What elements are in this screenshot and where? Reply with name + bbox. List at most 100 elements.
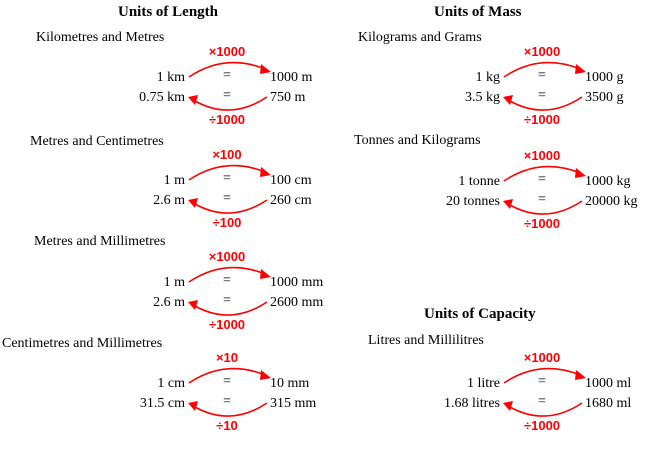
divide-arrow xyxy=(509,402,583,417)
conversion-arrows xyxy=(188,164,271,214)
divide-arrowhead xyxy=(188,198,198,208)
conversion-block: ×1000 1 kg = 1000 g 3.5 kg = 3500 g ÷1000 xyxy=(410,45,648,145)
divide-arrowhead xyxy=(503,199,513,209)
conversion-block: ×1000 1 litre = 1000 ml 1.68 litres = 1680 ml ÷… xyxy=(410,351,648,451)
right-value-row2: 750 m xyxy=(270,90,306,105)
left-value-row2: 0.75 km xyxy=(139,90,185,105)
multiply-arrow xyxy=(503,165,581,182)
right-value-row1: 1000 ml xyxy=(585,376,632,391)
right-value-row1: 1000 kg xyxy=(585,174,631,189)
multiply-arrow xyxy=(503,367,581,384)
multiply-arrow xyxy=(188,164,266,181)
multiply-arrowhead xyxy=(575,370,586,380)
multiply-arrowhead xyxy=(260,167,271,177)
left-value-row2: 3.5 kg xyxy=(465,90,500,105)
equals-sign: = xyxy=(223,88,231,103)
left-value-row1: 1 km xyxy=(156,70,185,85)
divide-label: ÷1000 xyxy=(208,317,246,332)
equals-sign: = xyxy=(538,88,546,103)
divide-arrow xyxy=(194,96,268,111)
divide-arrow xyxy=(194,199,268,214)
divide-arrow xyxy=(194,402,268,417)
divide-arrow xyxy=(509,96,583,111)
conversion-arrows xyxy=(503,165,586,215)
divide-label: ÷1000 xyxy=(523,112,561,127)
multiply-arrowhead xyxy=(575,168,586,178)
left-value-row2: 1.68 litres xyxy=(444,396,500,411)
conversion-name: Metres and Millimetres xyxy=(34,234,166,249)
divide-label: ÷1000 xyxy=(523,418,561,433)
equals-sign: = xyxy=(538,394,546,409)
conversion-block: ×10 1 cm = 10 mm 31.5 cm = 315 mm ÷10 xyxy=(95,351,425,451)
multiply-label: ×1000 xyxy=(523,148,561,163)
equals-sign: = xyxy=(223,191,231,206)
equals-sign: = xyxy=(538,68,546,83)
multiply-label: ×1000 xyxy=(523,350,561,365)
right-value-row1: 1000 m xyxy=(270,70,313,85)
multiply-label: ×1000 xyxy=(208,44,246,59)
right-value-row1: 1000 mm xyxy=(270,275,324,290)
right-value-row2: 1680 ml xyxy=(585,396,632,411)
conversion-block: ×1000 1 m = 1000 mm 2.6 m = 2600 mm ÷1000 xyxy=(95,250,425,350)
equals-sign: = xyxy=(223,293,231,308)
multiply-arrowhead xyxy=(260,64,271,74)
divide-arrowhead xyxy=(188,300,198,310)
conversion-name: Litres and Millilitres xyxy=(368,333,484,348)
right-value-row1: 100 cm xyxy=(270,173,312,188)
divide-arrow xyxy=(509,200,583,215)
divide-arrowhead xyxy=(503,401,513,411)
conversion-name: Centimetres and Millimetres xyxy=(2,336,163,351)
equals-sign: = xyxy=(538,172,546,187)
divide-arrowhead xyxy=(503,95,513,105)
conversion-arrows xyxy=(188,61,271,111)
multiply-arrow xyxy=(188,266,266,283)
equals-sign: = xyxy=(223,171,231,186)
divide-arrow xyxy=(194,301,268,316)
conversion-arrows xyxy=(188,367,271,417)
section-title-length: Units of Length xyxy=(118,4,219,20)
divide-arrowhead xyxy=(188,95,198,105)
left-value-row2: 2.6 m xyxy=(153,193,185,208)
conversion-name: Tonnes and Kilograms xyxy=(354,133,481,148)
equals-sign: = xyxy=(223,394,231,409)
multiply-arrowhead xyxy=(260,269,271,279)
equals-sign: = xyxy=(223,374,231,389)
right-value-row2: 3500 g xyxy=(585,90,624,105)
right-value-row2: 20000 kg xyxy=(585,194,638,209)
multiply-arrow xyxy=(503,61,581,78)
conversion-block: ×1000 1 tonne = 1000 kg 20 tonnes = 20000 kg ÷1… xyxy=(410,149,648,249)
equals-sign: = xyxy=(538,374,546,389)
left-value-row1: 1 cm xyxy=(157,376,185,391)
equals-sign: = xyxy=(538,192,546,207)
left-value-row1: 1 m xyxy=(163,173,185,188)
right-value-row2: 315 mm xyxy=(270,396,317,411)
left-value-row2: 31.5 cm xyxy=(139,396,185,411)
multiply-arrow xyxy=(188,61,266,78)
right-value-row1: 1000 g xyxy=(585,70,624,85)
left-value-row2: 2.6 m xyxy=(153,295,185,310)
divide-label: ÷10 xyxy=(216,418,238,433)
right-value-row2: 2600 mm xyxy=(270,295,324,310)
conversion-arrows xyxy=(503,61,586,111)
conversion-arrows xyxy=(503,367,586,417)
multiply-arrow xyxy=(188,367,266,384)
divide-label: ÷1000 xyxy=(523,216,561,231)
conversion-name: Metres and Centimetres xyxy=(30,134,164,149)
equals-sign: = xyxy=(223,68,231,83)
left-value-row1: 1 m xyxy=(163,275,185,290)
multiply-arrowhead xyxy=(260,370,271,380)
left-value-row1: 1 litre xyxy=(466,376,500,391)
multiply-label: ×1000 xyxy=(523,44,561,59)
divide-arrowhead xyxy=(188,401,198,411)
multiply-label: ×10 xyxy=(215,350,239,365)
section-title-mass: Units of Mass xyxy=(434,4,522,20)
conversion-name: Kilograms and Grams xyxy=(358,30,482,45)
conversion-block: ×100 1 m = 100 cm 2.6 m = 260 cm ÷100 xyxy=(95,148,425,248)
right-value-row1: 10 mm xyxy=(270,376,310,391)
conversion-arrows xyxy=(188,266,271,316)
left-value-row2: 20 tonnes xyxy=(445,194,500,209)
equals-sign: = xyxy=(223,273,231,288)
conversion-name: Kilometres and Metres xyxy=(36,30,165,45)
multiply-label: ×100 xyxy=(212,147,242,162)
divide-label: ÷1000 xyxy=(208,112,246,127)
